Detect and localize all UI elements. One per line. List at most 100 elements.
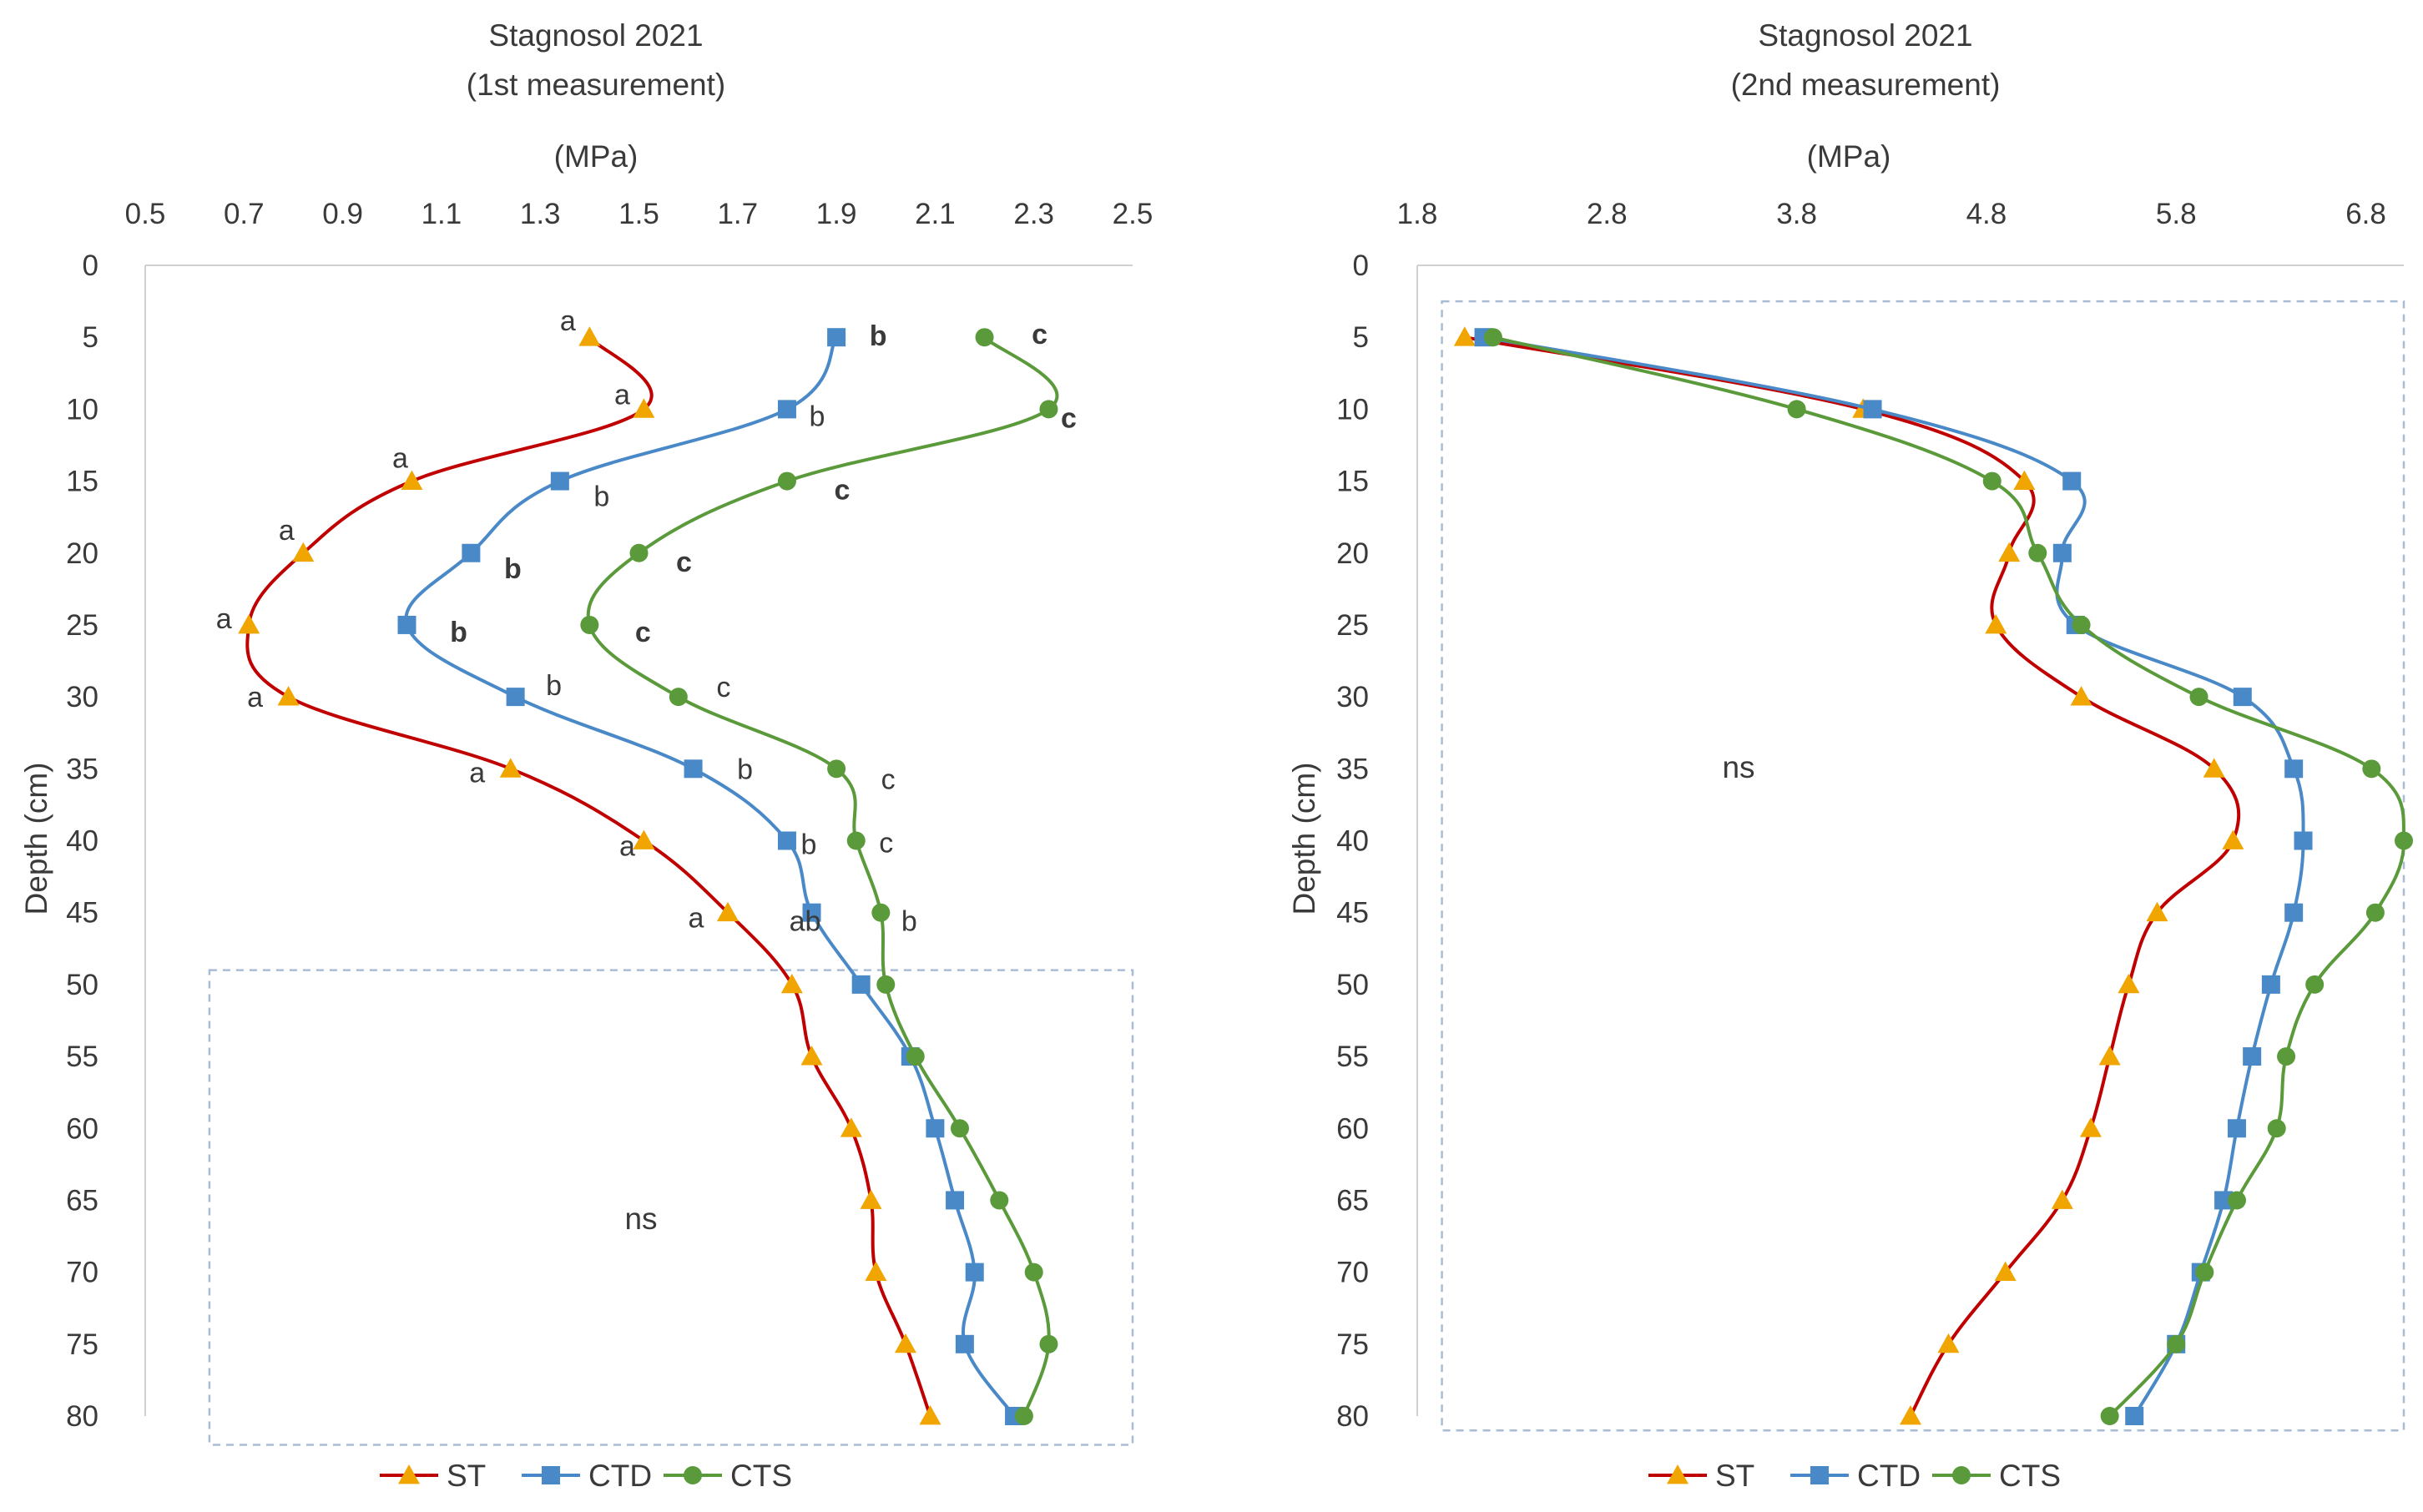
y-axis-label: Depth (cm) [1287, 763, 1321, 915]
data-point-st [2146, 901, 2168, 922]
ns-region-box [208, 969, 1134, 1446]
y-tick-label: 20 [1336, 537, 1369, 570]
data-point-st [2222, 829, 2244, 849]
y-tick-label: 70 [66, 1257, 98, 1289]
data-point-st [865, 1261, 887, 1282]
data-point-st [894, 1333, 916, 1353]
data-point-st [840, 1117, 862, 1137]
significance-letter: a [619, 831, 635, 863]
data-point-ctd [397, 615, 416, 634]
y-tick-label: 80 [1336, 1400, 1369, 1433]
significance-letter: c [881, 764, 896, 795]
x-tick-label: 2.5 [1113, 198, 1153, 230]
series-line-st [1464, 335, 2241, 1417]
x-tick-label: 1.9 [816, 198, 857, 230]
data-point-cts [2167, 1334, 2186, 1353]
significance-letter: c [676, 547, 692, 578]
significance-letter: a [469, 757, 485, 789]
y-tick-label: 50 [1336, 969, 1369, 1001]
x-tick-label: 1.3 [520, 198, 561, 230]
y-tick-label: 60 [66, 1112, 98, 1145]
data-point-st [780, 973, 803, 994]
x-tick-label: 1.8 [1397, 198, 1438, 230]
series-st [238, 326, 941, 1425]
y-tick-label: 70 [1336, 1257, 1369, 1289]
data-point-st [1900, 1405, 1921, 1425]
data-point-st [1985, 613, 2007, 634]
legend-label-ctd: CTD [588, 1459, 652, 1493]
data-point-ctd [777, 400, 796, 419]
data-point-cts [876, 975, 896, 994]
series-cts [1483, 328, 2413, 1425]
data-point-st [2118, 973, 2140, 994]
x-axis-label: (MPa) [554, 139, 639, 174]
y-tick-label: 30 [1336, 681, 1369, 713]
significance-letter: ab [790, 906, 821, 938]
y-tick-label: 20 [66, 537, 98, 570]
data-point-ctd [462, 543, 481, 562]
chart-title: Stagnosol 2021 [1758, 18, 1972, 53]
series-ctd [397, 328, 1024, 1425]
y-tick-label: 10 [1336, 393, 1369, 426]
data-point-ctd [777, 831, 796, 850]
legend-label-cts: CTS [1999, 1459, 2061, 1493]
x-tick-label: 1.1 [422, 198, 462, 230]
significance-letter: c [635, 617, 651, 648]
x-tick-label: 2.1 [915, 198, 956, 230]
data-point-st [1453, 326, 1476, 346]
data-point-ctd [550, 471, 569, 491]
data-point-ctd [2214, 1191, 2234, 1210]
chart-panel-1st-measurement: Stagnosol 2021 (1st measurement) (MPa) D… [19, 18, 1153, 1493]
x-tick-label: 3.8 [1776, 198, 1817, 230]
x-tick-label: 0.5 [125, 198, 166, 230]
data-point-cts [1787, 400, 1806, 419]
y-tick-label: 80 [66, 1400, 98, 1433]
data-point-ctd [946, 1191, 965, 1210]
data-point-ctd [2243, 1047, 2262, 1066]
x-tick-label: 1.5 [618, 198, 659, 230]
y-tick-label: 10 [66, 393, 98, 426]
significance-letter: a [216, 603, 232, 635]
data-point-cts [950, 1119, 969, 1138]
legend-label-ctd: CTD [1857, 1459, 1921, 1493]
data-point-ctd [1863, 400, 1882, 419]
y-tick-label: 35 [66, 753, 98, 785]
y-tick-label: 55 [1336, 1041, 1369, 1073]
significance-letter: a [560, 305, 576, 337]
legend: ST CTD CTS [380, 1459, 792, 1493]
y-tick-label: 65 [1336, 1184, 1369, 1217]
x-tick-label: 0.9 [322, 198, 363, 230]
series-st [1453, 326, 2244, 1425]
significance-letter: a [247, 682, 263, 713]
series-line-ctd [404, 336, 1016, 1418]
data-point-st [860, 1189, 882, 1209]
data-point-cts [1024, 1263, 1043, 1282]
legend-label-cts: CTS [730, 1459, 792, 1493]
y-tick-label: 75 [1336, 1328, 1369, 1361]
significance-letter: b [546, 670, 562, 702]
data-point-cts [2305, 975, 2325, 994]
x-tick-label: 1.7 [717, 198, 758, 230]
data-point-ctd [2052, 543, 2072, 562]
x-tick-label: 5.8 [2156, 198, 2197, 230]
legend-marker-ctd [1810, 1466, 1829, 1484]
legend-marker-st [1667, 1464, 1689, 1484]
data-point-cts [1982, 471, 2001, 491]
y-tick-label: 65 [66, 1184, 98, 1217]
series-line-cts [586, 335, 1059, 1417]
data-point-cts [1039, 400, 1058, 419]
y-tick-label: 5 [83, 321, 98, 354]
data-point-cts [906, 1047, 925, 1066]
significance-letter: c [1061, 402, 1077, 434]
data-point-ctd [2284, 903, 2304, 922]
data-point-ctd [827, 328, 846, 347]
data-point-st [499, 758, 522, 778]
data-point-cts [2195, 1263, 2214, 1282]
significance-letter: b [800, 829, 816, 861]
significance-letter: c [834, 475, 850, 507]
data-point-ctd [2227, 1119, 2246, 1138]
data-point-st [716, 901, 739, 922]
data-point-cts [1039, 1334, 1058, 1353]
legend: ST CTD CTS [1648, 1459, 2061, 1493]
significance-letter: b [504, 553, 522, 585]
